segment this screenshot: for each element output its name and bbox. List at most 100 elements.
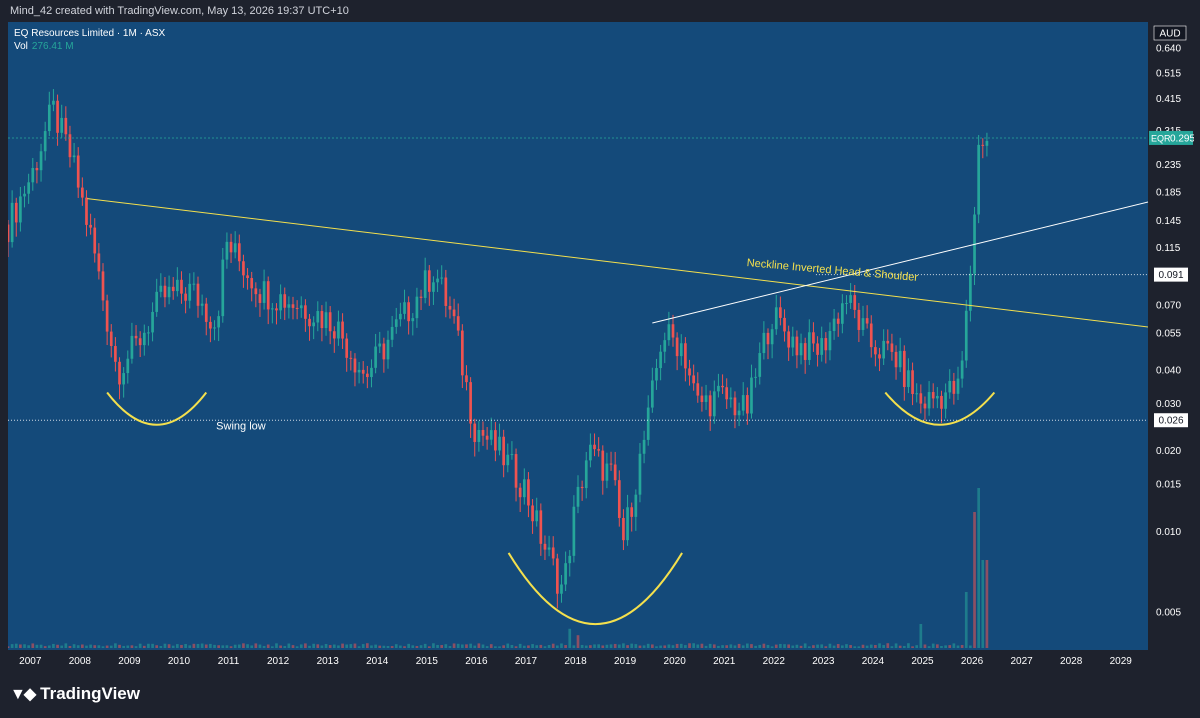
- volume-bar: [130, 645, 134, 648]
- volume-bar: [584, 645, 588, 648]
- plot-background: [8, 22, 1148, 650]
- candle-body: [14, 202, 18, 223]
- tradingview-logo[interactable]: ▼◆ TradingView: [10, 684, 140, 704]
- volume-bar: [64, 643, 68, 648]
- candle-body: [787, 331, 790, 348]
- candle-body: [349, 357, 353, 359]
- price-tick-label: 0.145: [1156, 216, 1181, 227]
- candle-body: [593, 444, 596, 450]
- volume-bar: [956, 645, 960, 648]
- volume-bar: [597, 644, 600, 648]
- candle-body: [791, 336, 795, 348]
- price-tick-label: 0.010: [1156, 527, 1181, 538]
- candle-body: [271, 308, 274, 310]
- volume-bar: [254, 643, 258, 648]
- volume-bar: [461, 644, 464, 648]
- volume-bar: [857, 646, 861, 648]
- volume-bar: [8, 646, 10, 648]
- candle-body: [667, 324, 671, 341]
- volume-bar: [394, 644, 398, 648]
- candle-body: [890, 343, 894, 352]
- time-tick-label: 2027: [1010, 656, 1033, 667]
- candle-body: [304, 305, 307, 319]
- volume-bar: [89, 644, 92, 648]
- volume-bar: [378, 645, 382, 648]
- candle-body: [522, 479, 526, 498]
- candle-body: [638, 453, 642, 495]
- volume-bar: [601, 645, 605, 648]
- volume-bar: [31, 643, 35, 648]
- volume-bar: [622, 643, 625, 648]
- volume-bar: [60, 645, 64, 648]
- candle-body: [200, 303, 204, 306]
- candle-body: [915, 393, 919, 395]
- candle-body: [692, 375, 695, 384]
- candle-body: [861, 318, 865, 330]
- volume-bar: [692, 643, 695, 648]
- volume-bar: [927, 646, 931, 648]
- volume-bar: [973, 512, 976, 648]
- volume-bar: [543, 646, 547, 648]
- candle-body: [366, 373, 369, 378]
- price-tick-label: 0.020: [1156, 446, 1181, 457]
- volume-bar: [440, 645, 444, 648]
- candle-body: [646, 407, 650, 440]
- time-tick-label: 2018: [564, 656, 587, 667]
- time-tick-label: 2028: [1060, 656, 1083, 667]
- candle-body: [589, 444, 592, 461]
- candle-body: [47, 104, 51, 132]
- candle-body: [114, 346, 117, 362]
- candle-body: [902, 350, 906, 388]
- volume-bar: [634, 644, 638, 648]
- candle-body: [630, 507, 634, 517]
- volume-bar: [923, 644, 927, 648]
- candle-body: [700, 395, 704, 402]
- volume-bar: [10, 644, 14, 648]
- candle-body: [518, 487, 522, 498]
- candle-body: [696, 383, 700, 396]
- price-tick-label: 0.015: [1156, 480, 1181, 491]
- volume-bar: [783, 644, 786, 648]
- volume-bar: [242, 643, 245, 648]
- volume-bar: [931, 643, 935, 648]
- candle-body: [737, 410, 741, 416]
- volume-bar: [708, 643, 712, 648]
- candle-body: [956, 378, 960, 394]
- candle-body: [130, 335, 134, 359]
- volume-bar: [861, 644, 865, 648]
- tradingview-mark-icon: ▼◆: [10, 686, 36, 703]
- candle-body: [527, 479, 530, 506]
- price-tick-label: 0.235: [1156, 160, 1181, 171]
- candle-body: [262, 281, 266, 303]
- volume-bar: [952, 643, 956, 648]
- candle-body: [171, 286, 175, 292]
- candle-body: [894, 351, 898, 368]
- candle-body: [774, 307, 778, 330]
- volume-bar: [266, 644, 270, 648]
- candle-body: [312, 322, 315, 327]
- volume-bar: [473, 645, 477, 648]
- candle-body: [564, 563, 567, 585]
- volume-bar: [915, 645, 919, 648]
- time-tick-label: 2013: [317, 656, 340, 667]
- time-tick-label: 2025: [911, 656, 934, 667]
- volume-bar: [200, 643, 204, 648]
- candle-body: [531, 505, 534, 522]
- volume-bar: [948, 645, 952, 648]
- volume-bar: [423, 643, 427, 648]
- volume-bar: [750, 644, 753, 648]
- candle-body: [436, 278, 439, 283]
- candle-body: [758, 353, 762, 377]
- candle-body: [209, 321, 212, 329]
- volume-bar: [684, 645, 687, 648]
- volume-bar: [109, 645, 113, 648]
- volume-bar: [489, 644, 493, 648]
- candle-body: [316, 311, 320, 323]
- candle-body: [543, 543, 547, 550]
- chart-area[interactable]: 0.091 0.026 Neckline Inverted Head & Shoul…: [8, 22, 1194, 672]
- volume-bar: [477, 643, 481, 648]
- volume-bar: [43, 646, 47, 648]
- volume-bar: [304, 643, 307, 648]
- candle-body: [361, 369, 365, 374]
